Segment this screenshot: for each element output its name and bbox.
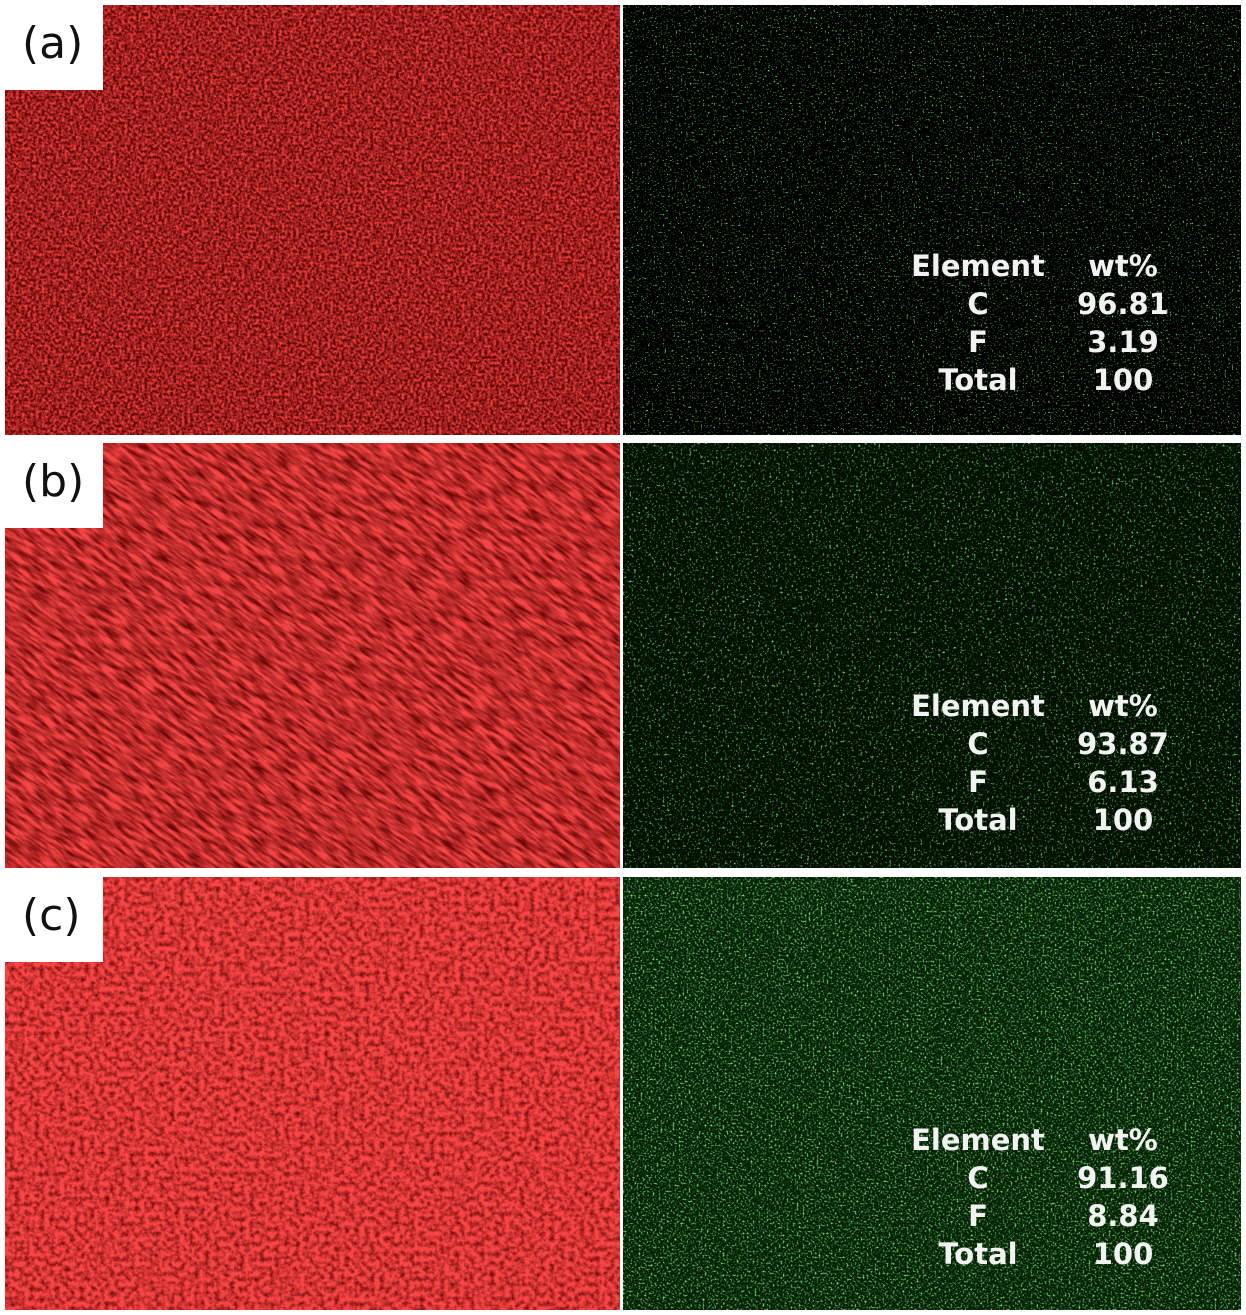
header-element: Element <box>911 689 1045 723</box>
element-c: C <box>967 287 989 321</box>
value-c: 96.81 <box>1077 287 1169 321</box>
value-f: 3.19 <box>1087 325 1159 359</box>
carbon-map-image <box>5 5 620 435</box>
fluorine-map-c: Element wt% C 91.16 F 8.84 Total 100 <box>623 877 1241 1310</box>
header-element: Element <box>911 249 1045 283</box>
panel-label-c: (c) <box>5 877 103 962</box>
panel-label-text: (c) <box>22 890 81 941</box>
header-wt: wt% <box>1088 249 1158 283</box>
carbon-map-image <box>5 877 620 1310</box>
fluorine-map-image <box>623 877 1241 1310</box>
element-f: F <box>968 325 988 359</box>
panel-label-text: (b) <box>22 456 85 507</box>
carbon-map-b: (b) <box>5 443 620 868</box>
element-f: F <box>968 765 988 799</box>
element-total: Total <box>938 363 1018 397</box>
value-f: 8.84 <box>1087 1199 1159 1233</box>
carbon-map-a: (a) <box>5 5 620 435</box>
fluorine-map-image <box>623 443 1241 868</box>
element-total: Total <box>938 803 1018 837</box>
value-total: 100 <box>1092 363 1154 397</box>
header-element: Element <box>911 1123 1045 1157</box>
carbon-map-image <box>5 443 620 868</box>
value-total: 100 <box>1092 1237 1154 1271</box>
carbon-map-c: (c) <box>5 877 620 1310</box>
header-wt: wt% <box>1088 1123 1158 1157</box>
element-c: C <box>967 727 989 761</box>
panel-label-text: (a) <box>22 18 84 69</box>
element-total: Total <box>938 1237 1018 1271</box>
panel-label-a: (a) <box>5 5 103 90</box>
value-c: 93.87 <box>1077 727 1169 761</box>
fluorine-map-image <box>623 5 1241 435</box>
value-total: 100 <box>1092 803 1154 837</box>
fluorine-map-b: Element wt% C 93.87 F 6.13 Total 100 <box>623 443 1241 868</box>
fluorine-map-a: Element wt% C 96.81 F 3.19 Total 100 <box>623 5 1241 435</box>
value-c: 91.16 <box>1077 1161 1169 1195</box>
header-wt: wt% <box>1088 689 1158 723</box>
element-c: C <box>967 1161 989 1195</box>
element-f: F <box>968 1199 988 1233</box>
panel-label-b: (b) <box>5 443 103 528</box>
value-f: 6.13 <box>1087 765 1159 799</box>
